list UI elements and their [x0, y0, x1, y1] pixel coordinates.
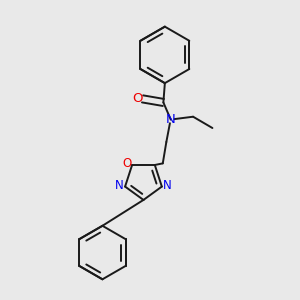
Text: O: O — [123, 157, 132, 170]
Text: N: N — [166, 113, 176, 126]
Text: N: N — [163, 179, 172, 193]
Text: O: O — [133, 92, 143, 105]
Text: N: N — [116, 179, 124, 193]
